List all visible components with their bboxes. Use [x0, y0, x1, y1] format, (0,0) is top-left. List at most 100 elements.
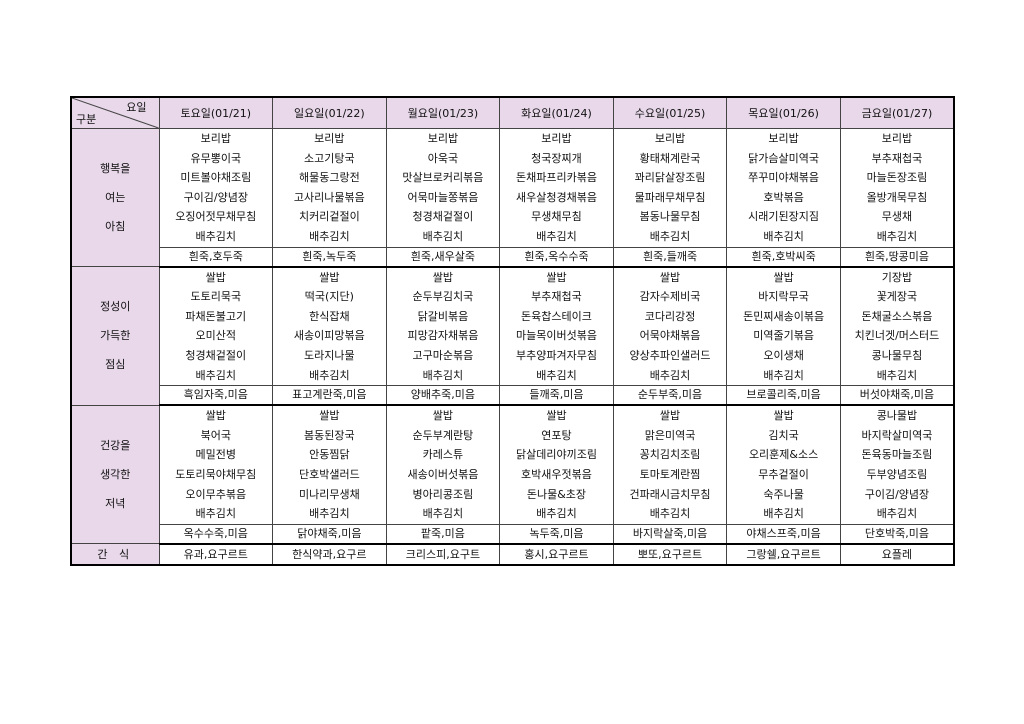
corner-category-label: 구분 [76, 113, 97, 126]
snack-cell: 그랑쉘,요구르트 [726, 543, 841, 566]
porridge-cell: 흰죽,새우살죽 [385, 246, 501, 268]
menu-item: 어묵야채볶음 [639, 329, 701, 343]
menu-item: 쌀밥 [546, 409, 567, 423]
menu-item: 카레스튜 [422, 448, 464, 462]
menu-cell: 쌀밥 순두부계란탕 카레스튜 새송이버섯볶음 병아리콩조림 배추김치 [385, 404, 501, 525]
menu-cell: 보리밥 부추재첩국 마늘돈장조림 올방개묵무침 무생채 배추김치 [839, 128, 955, 248]
menu-item: 호박볶음 [763, 190, 804, 204]
corner-day-label: 요일 [126, 101, 147, 114]
menu-item: 청경채겉절이 [185, 348, 247, 362]
menu-item: 쌀밥 [432, 409, 454, 423]
menu-item: 쌀밥 [546, 270, 567, 284]
menu-item: 미나리무생채 [298, 487, 360, 501]
porridge-cell: 양배추죽,미음 [385, 385, 501, 407]
menu-item: 쌀밥 [659, 270, 681, 284]
snack-cell: 한식약과,요구르 [272, 543, 387, 566]
day-header: 금요일(01/27) [839, 96, 955, 129]
menu-cell: 기장밥 꽃게장국 돈채굴소스볶음 치킨너겟/머스터드 콩나물무침 배추김치 [839, 266, 955, 387]
menu-item: 쌀밥 [659, 409, 681, 423]
header-row: 요일 구분 토요일(01/21) 일요일(01/22) 월요일(01/23) 화요일(… [70, 96, 955, 129]
meal-label-line: 건강을 [100, 438, 131, 452]
menu-item: 무생채 [881, 210, 913, 224]
menu-item: 보리밥 [427, 132, 459, 145]
day-header: 수요일(01/25) [612, 96, 728, 129]
menu-item: 보리밥 [768, 132, 799, 145]
menu-item: 오징어젓무채무침 [175, 210, 257, 224]
menu-item: 김치국 [768, 428, 799, 442]
menu-cell: 보리밥 아욱국 맛살브로커리볶음 어묵마늘쫑볶음 청경채겉절이 배추김치 [385, 128, 501, 248]
menu-item: 부추재첩국 [871, 151, 923, 165]
menu-item: 닭살데리야끼조림 [515, 448, 597, 462]
menu-item: 배추김치 [649, 229, 691, 243]
menu-item: 부추양파겨자무침 [515, 348, 597, 362]
snack-cell: 홍시,요구르트 [499, 543, 614, 566]
menu-item: 두부양념조림 [866, 467, 928, 481]
menu-item: 도토리묵국 [190, 290, 242, 304]
menu-item: 배추김치 [876, 229, 918, 243]
menu-item: 오이무추볶음 [185, 487, 247, 501]
menu-item: 배추김치 [876, 507, 918, 521]
menu-item: 배추김치 [763, 368, 804, 382]
porridge-cell: 버섯야채죽,미음 [839, 385, 955, 407]
menu-item: 쌀밥 [205, 270, 226, 284]
snack-cell: 뽀또,요구르트 [612, 543, 728, 566]
menu-item: 황태채계란국 [639, 151, 701, 165]
weekly-meal-table: 요일 구분 토요일(01/21) 일요일(01/22) 월요일(01/23) 화요일(… [70, 96, 955, 566]
corner-cell: 요일 구분 [70, 96, 160, 129]
meal-label-line: 여는 [105, 191, 126, 205]
menu-item: 무생채무침 [531, 210, 582, 224]
menu-item: 닭갈비볶음 [417, 309, 469, 323]
menu-item: 새우살청경채볶음 [515, 190, 597, 204]
menu-item: 꽁치김치조림 [639, 448, 701, 462]
menu-item: 해물동그랑전 [298, 171, 360, 185]
menu-item: 배추김치 [422, 368, 464, 382]
menu-item: 무추겉절이 [758, 467, 809, 481]
menu-cell: 쌀밥 김치국 오리훈제&소스 무추겉절이 숙주나물 배추김치 [726, 404, 841, 525]
menu-item: 코다리강정 [644, 309, 696, 323]
porridge-cell: 단호박죽,미음 [839, 523, 955, 545]
porridge-cell: 팥죽,미음 [385, 523, 501, 545]
menu-cell: 쌀밥 북어국 메밀전병 도토리묵야채무침 오이무추볶음 배추김치 [158, 404, 274, 525]
menu-item: 배추김치 [536, 368, 577, 382]
menu-item: 돈민찌새송이볶음 [743, 309, 825, 323]
menu-item: 유무뽕이국 [190, 151, 242, 165]
menu-item: 숙주나물 [763, 487, 804, 501]
diagonal-divider [72, 98, 159, 128]
menu-cell: 쌀밥 연포탕 닭살데리야끼조림 호박새우젓볶음 돈나물&초장 배추김치 [499, 404, 614, 525]
porridge-cell: 흰죽,들깨죽 [612, 246, 728, 268]
menu-item: 순두부계란탕 [412, 428, 474, 442]
menu-cell: 쌀밥 도토리묵국 파채돈불고기 오미산적 청경채겉절이 배추김치 [158, 266, 274, 387]
menu-item: 청국장찌개 [531, 151, 582, 165]
menu-item: 치커리겉절이 [298, 210, 360, 224]
menu-item: 오이생채 [763, 348, 804, 362]
porridge-cell: 바지락살죽,미음 [612, 523, 728, 545]
menu-item: 보리밥 [654, 132, 686, 145]
menu-item: 한식잡채 [309, 309, 350, 323]
menu-cell: 쌀밥 부추재첩국 돈육찹스테이크 마늘목이버섯볶음 부추양파겨자무침 배추김치 [499, 266, 614, 387]
meal-label-line: 점심 [105, 358, 126, 372]
menu-cell: 쌀밥 맑은미역국 꽁치김치조림 토마토계란찜 건파래시금치무침 배추김치 [612, 404, 728, 525]
meal-label: 정성이 가득한 점심 [70, 266, 160, 406]
menu-item: 돈채파프리카볶음 [515, 171, 597, 185]
menu-item: 배추김치 [309, 368, 350, 382]
menu-item: 맑은미역국 [644, 428, 696, 442]
menu-item: 병아리콩조림 [412, 487, 474, 501]
menu-cell: 쌀밥 봄동된장국 안동찜닭 단호박샐러드 미나리무생채 배추김치 [272, 404, 387, 525]
porridge-row: 흑임자죽,미음 표고계란죽,미음 양배추죽,미음 들깨죽,미음 순두부죽,미음 브로콜리죽… [71, 385, 955, 407]
menu-item: 기장밥 [881, 270, 913, 284]
menu-item: 단호박샐러드 [298, 467, 360, 481]
menu-item: 배추김치 [195, 507, 237, 521]
menu-item: 미역줄기볶음 [753, 329, 814, 343]
menu-item: 올방개묵무침 [866, 190, 928, 204]
menu-item: 구이김/양념장 [183, 190, 248, 204]
menu-item: 어묵마늘쫑볶음 [407, 190, 479, 204]
day-header: 화요일(01/24) [499, 96, 614, 129]
menu-item: 감자수제비국 [639, 290, 701, 304]
menu-item: 꽈리닭살장조림 [634, 171, 706, 185]
menu-item: 맛살브로커리볶음 [402, 171, 484, 185]
menu-item: 바지락살미역국 [861, 428, 933, 442]
menu-cell: 쌀밥 순두부김치국 닭갈비볶음 피망감자채볶음 고구마순볶음 배추김치 [385, 266, 501, 387]
day-header: 토요일(01/21) [158, 96, 274, 129]
menu-item: 콩나물밥 [876, 409, 918, 423]
porridge-cell: 야채스프죽,미음 [726, 523, 841, 545]
